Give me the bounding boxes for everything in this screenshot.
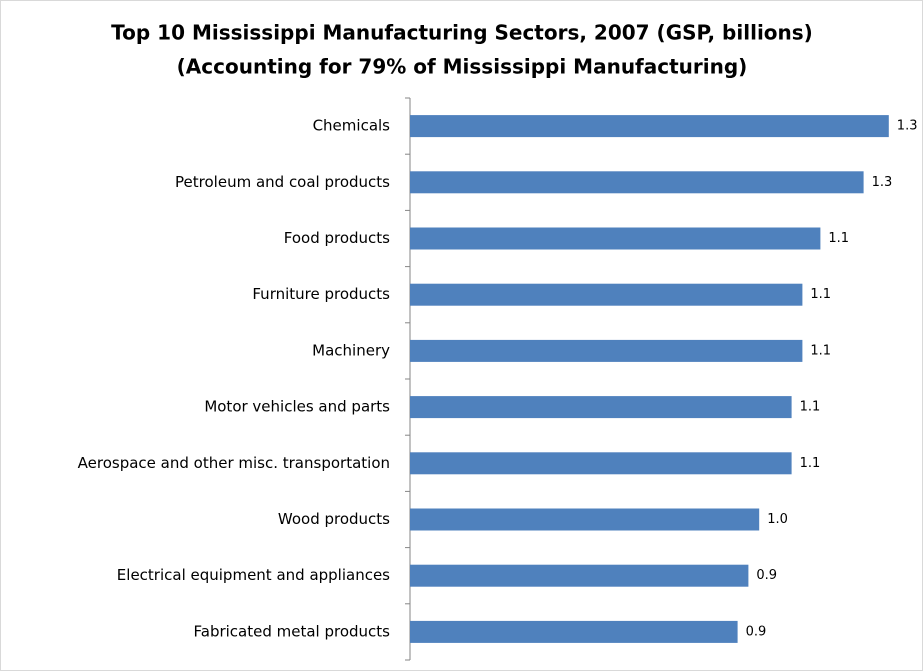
data-label: 1.3 xyxy=(872,175,893,190)
category-label: Machinery xyxy=(312,341,390,359)
data-label: 0.9 xyxy=(756,568,777,583)
category-label: Aerospace and other misc. transportation xyxy=(78,454,390,472)
data-label: 1.1 xyxy=(800,400,821,415)
category-label: Motor vehicles and parts xyxy=(204,398,390,416)
category-label: Wood products xyxy=(278,510,390,528)
chart-title: Top 10 Mississippi Manufacturing Sectors… xyxy=(111,21,813,45)
bar xyxy=(410,564,749,587)
data-label: 1.1 xyxy=(800,456,821,471)
category-label: Chemicals xyxy=(313,117,391,135)
bar xyxy=(410,620,738,643)
data-label: 1.0 xyxy=(767,512,788,527)
chart-subtitle: (Accounting for 79% of Mississippi Manuf… xyxy=(177,55,748,79)
bar xyxy=(410,339,803,362)
bar xyxy=(410,171,864,194)
bar xyxy=(410,452,792,475)
category-label: Petroleum and coal products xyxy=(175,173,390,191)
data-label: 1.1 xyxy=(810,343,831,358)
bar xyxy=(410,115,889,138)
data-label: 1.3 xyxy=(897,119,918,134)
bar xyxy=(410,283,803,306)
category-label: Food products xyxy=(284,229,390,247)
category-label: Fabricated metal products xyxy=(194,622,391,640)
category-label: Furniture products xyxy=(252,285,390,303)
data-label: 0.9 xyxy=(746,624,767,639)
category-label: Electrical equipment and appliances xyxy=(117,566,390,584)
bar xyxy=(410,227,821,250)
data-label: 1.1 xyxy=(828,231,849,246)
data-label: 1.1 xyxy=(810,287,831,302)
bar xyxy=(410,508,760,531)
bar xyxy=(410,396,792,419)
